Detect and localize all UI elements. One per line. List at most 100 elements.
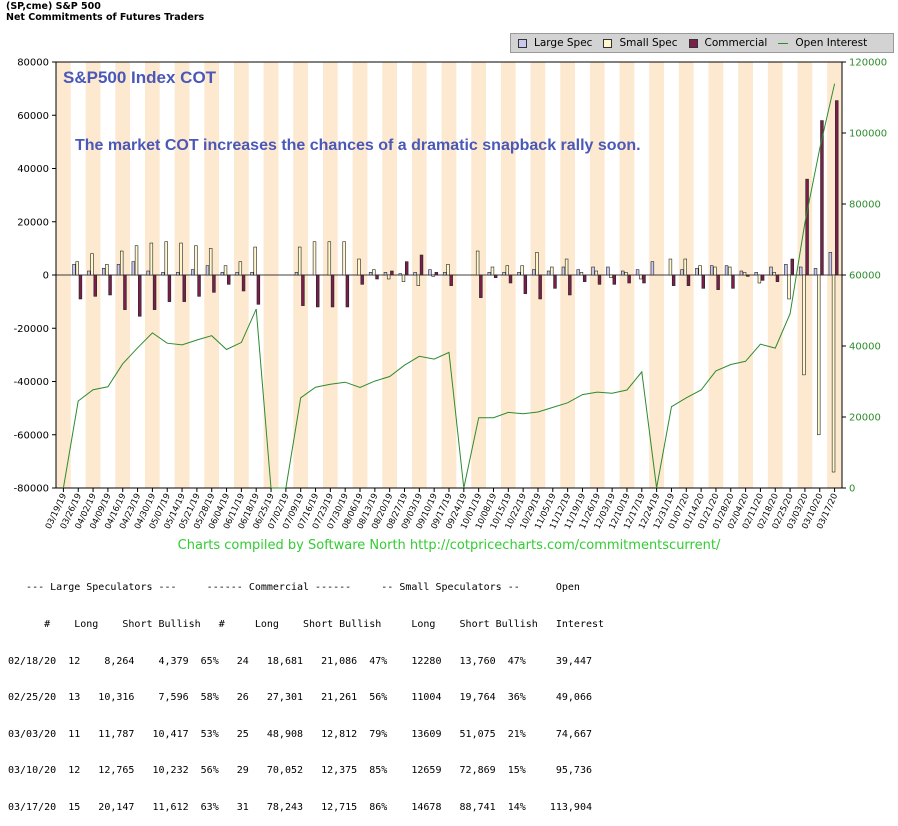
- y2-tick-label: 80000: [849, 200, 881, 211]
- bar-commercial: [183, 275, 186, 302]
- bar-commercial: [598, 275, 601, 284]
- bar-large-spec: [414, 272, 417, 275]
- bar-commercial: [138, 275, 141, 316]
- bar-large-spec: [221, 272, 224, 275]
- bar-commercial: [568, 275, 571, 295]
- bar-large-spec: [443, 272, 446, 275]
- y-tick-label: 80000: [17, 58, 49, 69]
- bar-small-spec: [328, 242, 331, 275]
- bar-commercial: [420, 255, 423, 275]
- bar-small-spec: [254, 247, 257, 275]
- y-tick-label: 60000: [17, 111, 49, 122]
- bar-small-spec: [194, 246, 197, 275]
- bar-large-spec: [547, 271, 550, 275]
- bar-large-spec: [784, 264, 787, 275]
- y2-tick-label: 100000: [849, 129, 887, 140]
- bar-commercial: [479, 275, 482, 298]
- bar-commercial: [539, 275, 542, 299]
- bar-commercial: [227, 275, 230, 284]
- bar-large-spec: [651, 262, 654, 275]
- bar-small-spec: [580, 272, 583, 275]
- bar-commercial: [450, 275, 453, 286]
- bar-large-spec: [488, 272, 491, 275]
- bar-large-spec: [829, 252, 832, 275]
- bar-large-spec: [295, 272, 298, 275]
- bar-large-spec: [577, 270, 580, 275]
- bar-large-spec: [117, 264, 120, 275]
- bar-commercial: [361, 275, 364, 284]
- bar-commercial: [331, 275, 334, 307]
- y-tick-label: -80000: [14, 484, 49, 495]
- bar-large-spec: [147, 271, 150, 275]
- bar-small-spec: [639, 275, 642, 279]
- table-row: 03/03/20 11 11,787 10,417 53% 25 48,908 …: [8, 729, 604, 741]
- bar-small-spec: [758, 275, 761, 283]
- bar-large-spec: [206, 266, 209, 275]
- bar-small-spec: [209, 248, 212, 275]
- bar-small-spec: [165, 242, 168, 275]
- bar-commercial: [124, 275, 127, 310]
- annotation-title: S&P500 Index COT: [63, 68, 217, 87]
- bar-commercial: [257, 275, 260, 304]
- bar-large-spec: [740, 271, 743, 275]
- bar-commercial: [776, 275, 779, 282]
- bar-small-spec: [476, 251, 479, 275]
- y-tick-label: -40000: [14, 377, 49, 388]
- bar-large-spec: [73, 264, 76, 275]
- bar-commercial: [242, 275, 245, 291]
- bar-small-spec: [610, 275, 613, 278]
- bar-commercial: [346, 275, 349, 307]
- y-tick-label: -20000: [14, 324, 49, 335]
- bar-commercial: [687, 275, 690, 286]
- bar-commercial: [628, 275, 631, 283]
- bar-small-spec: [313, 242, 316, 275]
- bar-large-spec: [399, 274, 402, 275]
- bar-large-spec: [799, 267, 802, 275]
- bar-large-spec: [132, 262, 135, 275]
- bar-commercial: [153, 275, 156, 310]
- bar-large-spec: [518, 272, 521, 275]
- bar-commercial: [746, 275, 749, 276]
- y2-tick-label: 120000: [849, 58, 887, 69]
- bar-commercial: [494, 275, 497, 278]
- bar-small-spec: [432, 275, 435, 276]
- bar-large-spec: [621, 271, 624, 275]
- bar-large-spec: [251, 272, 254, 275]
- bar-small-spec: [550, 267, 553, 275]
- bar-commercial: [212, 275, 215, 292]
- bar-commercial: [643, 275, 646, 283]
- bar-large-spec: [191, 270, 194, 275]
- bar-small-spec: [239, 262, 242, 275]
- bar-large-spec: [236, 272, 239, 275]
- bar-large-spec: [176, 272, 179, 275]
- bar-small-spec: [788, 275, 791, 299]
- bar-commercial: [554, 275, 557, 288]
- bar-small-spec: [150, 243, 153, 275]
- bar-commercial: [109, 275, 112, 295]
- table-row: 02/18/20 12 8,264 4,379 65% 24 18,681 21…: [8, 656, 604, 668]
- bar-commercial: [791, 259, 794, 275]
- bar-small-spec: [491, 267, 494, 275]
- table-row: 03/17/20 15 20,147 11,612 63% 31 78,243 …: [8, 802, 604, 814]
- y2-tick-label: 0: [849, 484, 855, 495]
- bar-commercial: [732, 275, 735, 288]
- bar-commercial: [94, 275, 97, 296]
- credit-line: Charts compiled by Software North http:/…: [0, 538, 898, 553]
- bar-small-spec: [817, 275, 820, 435]
- annotation-subtitle: The market COT increases the chances of …: [75, 137, 641, 154]
- bar-small-spec: [76, 262, 79, 275]
- bar-small-spec: [773, 272, 776, 275]
- bar-commercial: [524, 275, 527, 294]
- cot-chart: 800006000040000200000-20000-40000-60000-…: [0, 0, 898, 540]
- y-axis-left: 800006000040000200000-20000-40000-60000-…: [14, 58, 56, 495]
- bar-small-spec: [595, 271, 598, 275]
- bar-commercial: [316, 275, 319, 307]
- y2-tick-label: 60000: [849, 271, 881, 282]
- bar-large-spec: [384, 272, 387, 275]
- bar-large-spec: [87, 271, 90, 275]
- bar-large-spec: [725, 266, 728, 275]
- bar-small-spec: [447, 264, 450, 275]
- y-tick-label: 40000: [17, 164, 49, 175]
- bar-small-spec: [402, 275, 405, 282]
